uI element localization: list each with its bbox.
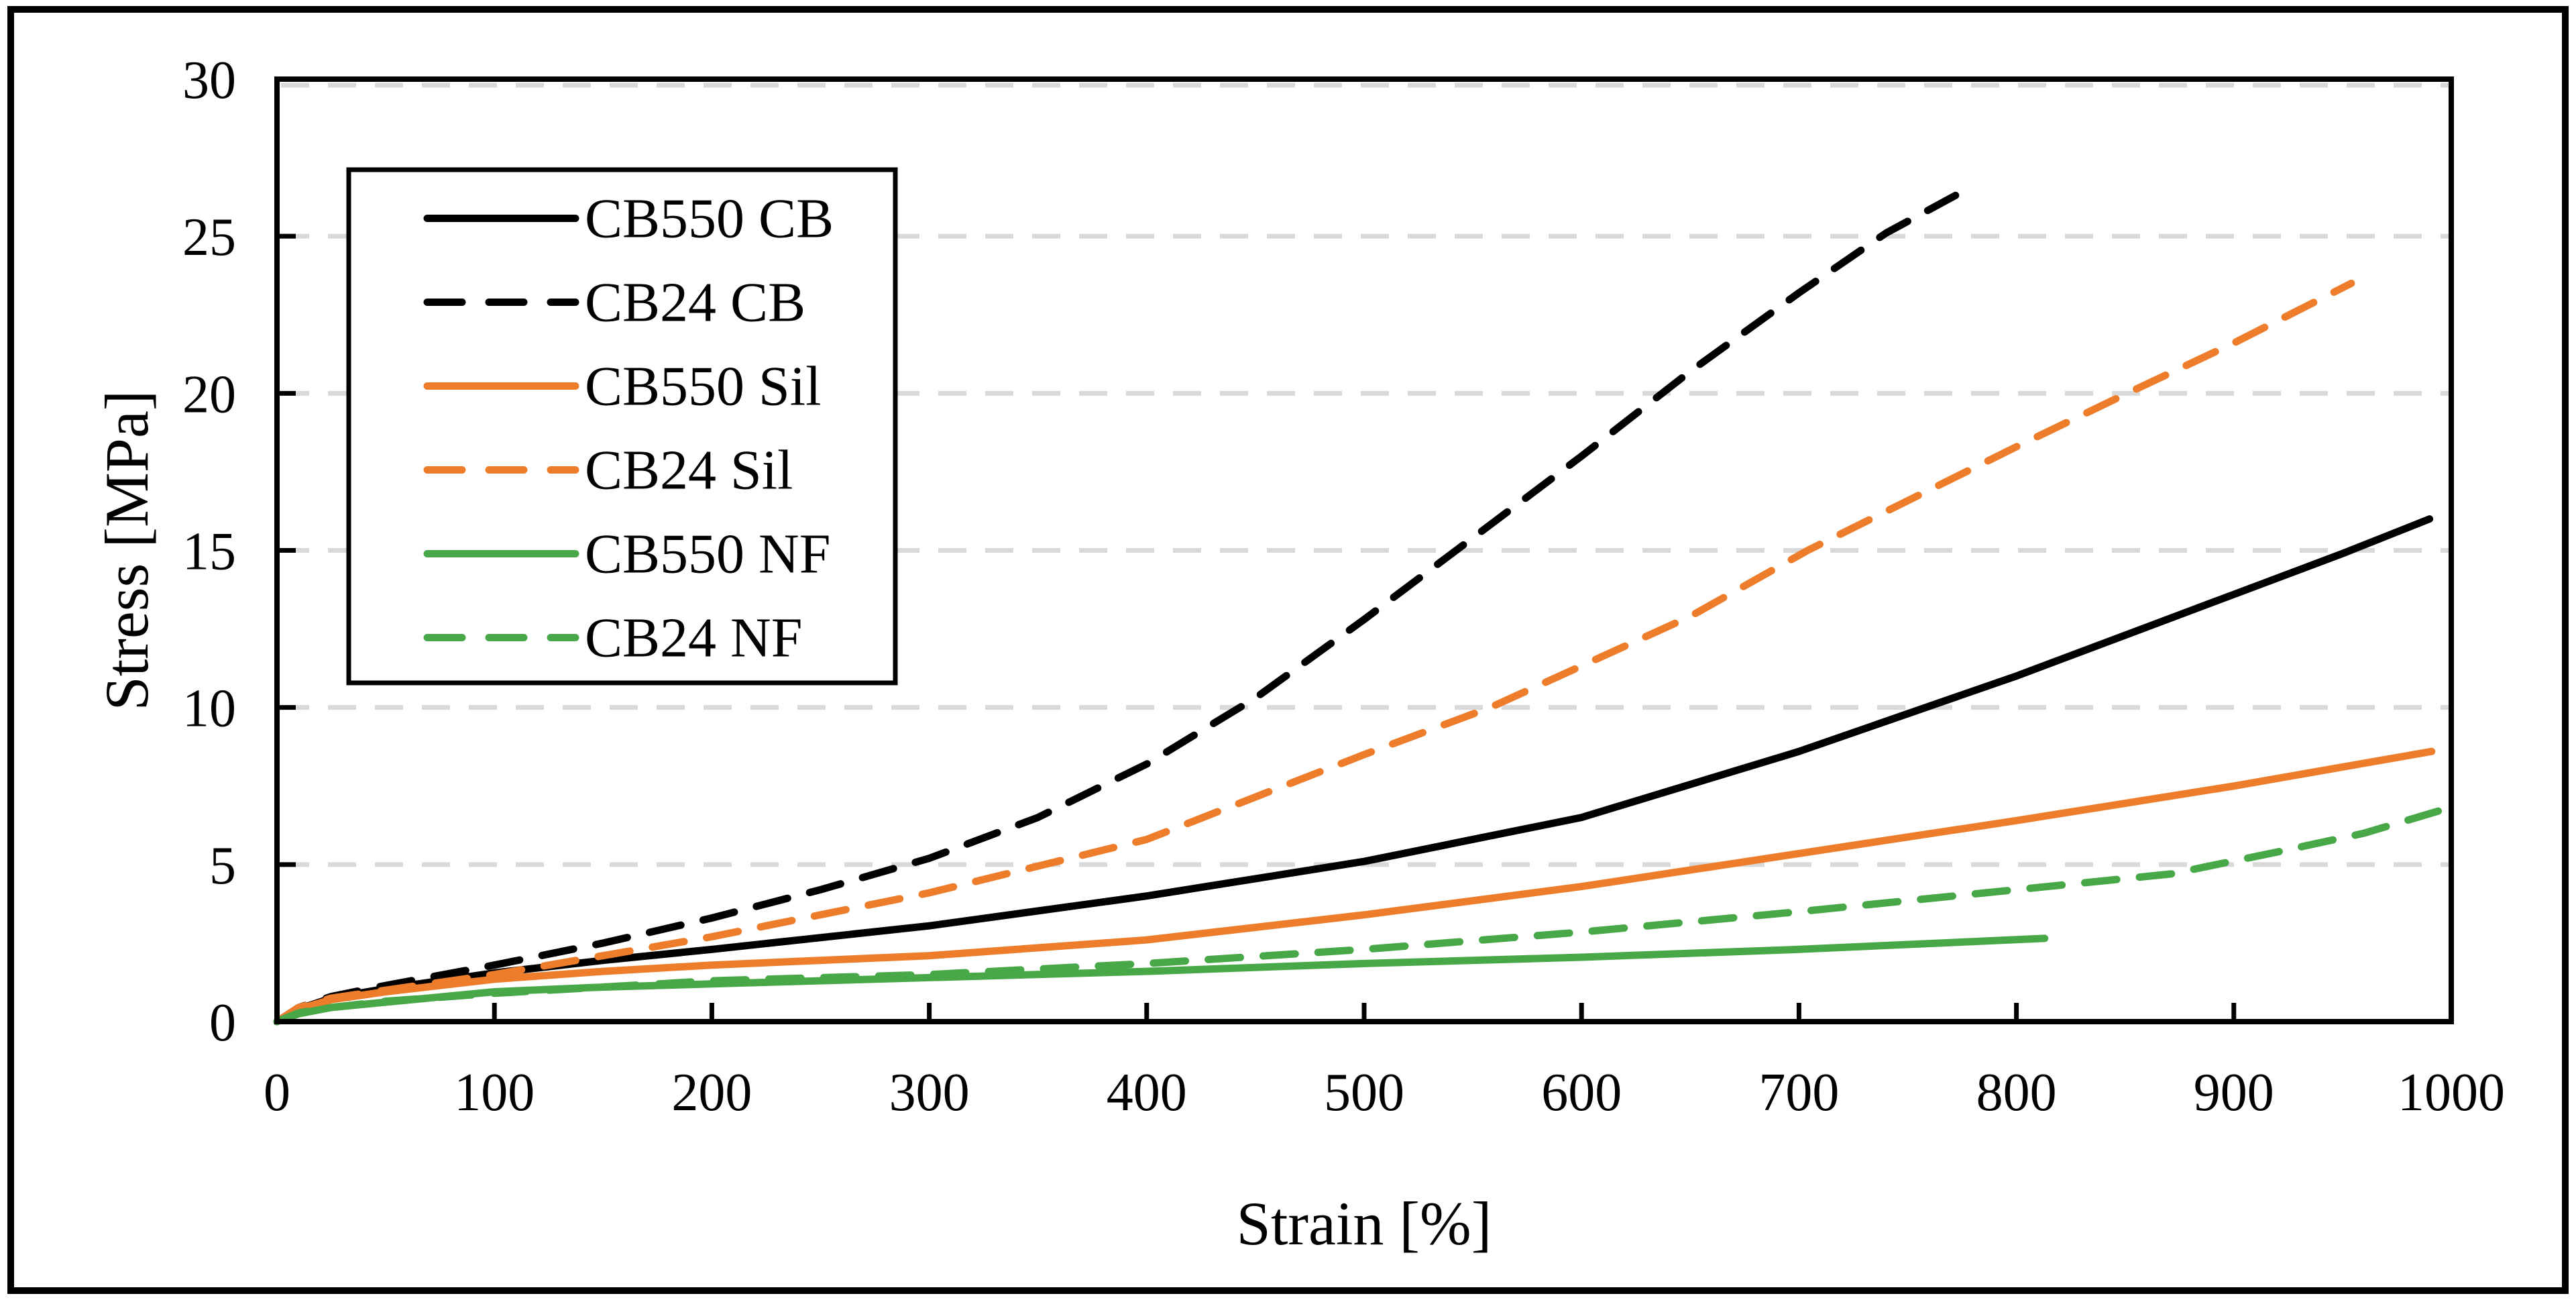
y-tick-label-0: 0: [209, 993, 236, 1052]
curve-cb24-cb: [273, 191, 1960, 1026]
x-tick-label-300: 300: [889, 1063, 970, 1122]
curve-cb24-nf: [273, 807, 2442, 1026]
x-tick-label-900: 900: [2194, 1063, 2274, 1122]
x-tick-label-0: 0: [264, 1063, 290, 1122]
y-axis-title: Stress [MPa]: [93, 390, 161, 711]
y-tick-label-10: 10: [182, 680, 236, 739]
legend-label: CB550 Sil: [585, 356, 821, 418]
y-tick-label-5: 5: [209, 836, 236, 896]
legend-label: CB550 CB: [585, 188, 834, 250]
x-tick-label-1000: 1000: [2398, 1063, 2505, 1122]
y-tick-label-20: 20: [182, 365, 236, 424]
curve-cb24-sil: [273, 279, 2355, 1026]
legend-item-cb24-cb: CB24 CB: [423, 272, 805, 334]
x-axis-title: Strain [%]: [1237, 1189, 1492, 1258]
curve-series: [273, 191, 2442, 1026]
legend-item-cb550-cb: CB550 CB: [423, 188, 834, 250]
legend-label: CB24 NF: [585, 607, 802, 669]
y-tick-label-15: 15: [182, 523, 236, 582]
x-tick-label-400: 400: [1107, 1063, 1187, 1122]
legend: CB550 CB CB24 CB CB550 Sil CB24 Sil CB550 NF…: [346, 167, 898, 686]
axis-ticks: [277, 233, 2237, 1022]
legend-item-cb550-nf: CB550 NF: [423, 523, 830, 586]
legend-label: CB24 CB: [585, 272, 805, 334]
x-tick-label-800: 800: [1976, 1063, 2057, 1122]
x-tick-label-600: 600: [1541, 1063, 1622, 1122]
x-tick-label-700: 700: [1758, 1063, 1839, 1122]
legend-box: [346, 167, 898, 686]
legend-item-cb24-sil: CB24 Sil: [423, 439, 793, 502]
legend-item-cb550-sil: CB550 Sil: [423, 356, 821, 418]
legend-label: CB550 NF: [585, 523, 830, 586]
legend-label: CB24 Sil: [585, 439, 793, 502]
x-tick-label-200: 200: [671, 1063, 752, 1122]
y-tick-label-25: 25: [182, 208, 236, 267]
legend-item-cb24-nf: CB24 NF: [423, 607, 802, 669]
x-tick-label-100: 100: [454, 1063, 535, 1122]
y-tick-label-30: 30: [182, 51, 236, 110]
tick-labels: 0 100 200 300 400 500 600 700 800 900 1000 0 5 10 15 20…: [182, 51, 2505, 1122]
x-tick-label-500: 500: [1324, 1063, 1404, 1122]
